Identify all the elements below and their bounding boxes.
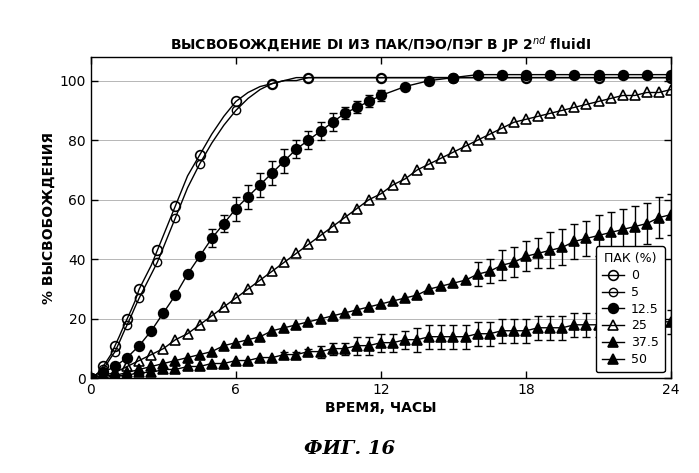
X-axis label: ВРЕМЯ, ЧАСЫ: ВРЕМЯ, ЧАСЫ: [325, 402, 437, 415]
Legend: 0, 5, 12.5, 25, 37.5, 50: 0, 5, 12.5, 25, 37.5, 50: [596, 246, 665, 372]
Title: ВЫСВОБОЖДЕНИЕ DI ИЗ ПАК/ПЭО/ПЭГ В JP 2$^{nd}$ fluidI: ВЫСВОБОЖДЕНИЕ DI ИЗ ПАК/ПЭО/ПЭГ В JP 2$^…: [171, 34, 591, 55]
Text: ФИГ. 16: ФИГ. 16: [304, 440, 395, 458]
Y-axis label: % ВЫСВОБОЖДЕНИЯ: % ВЫСВОБОЖДЕНИЯ: [41, 131, 55, 304]
